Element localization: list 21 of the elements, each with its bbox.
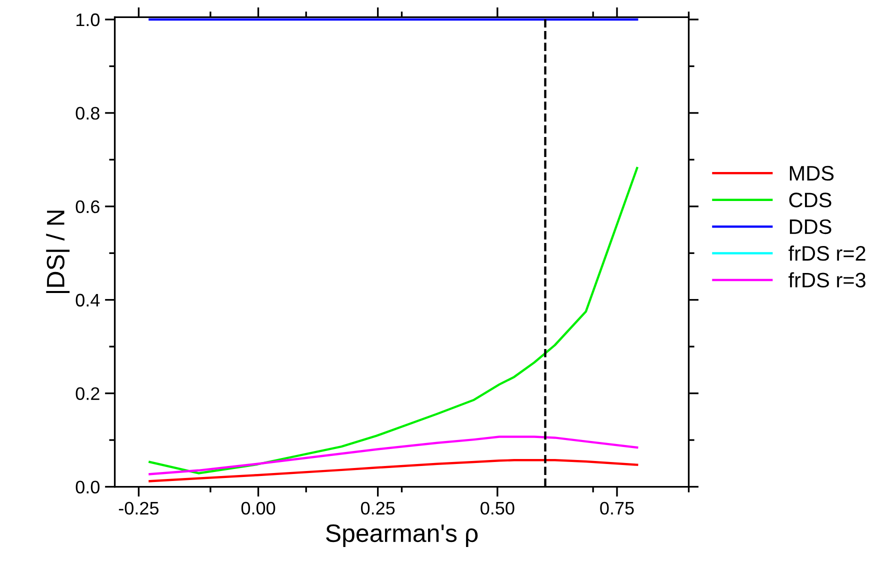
legend-label: frDS r=2 bbox=[788, 246, 866, 261]
y-axis-title: |DS| / N bbox=[46, 210, 70, 294]
line-series bbox=[148, 436, 638, 476]
x-tick-label: 0.00 bbox=[241, 502, 276, 515]
line-series bbox=[148, 459, 638, 482]
y-tick-label: 0.4 bbox=[76, 294, 100, 307]
legend-label: frDS r=3 bbox=[788, 272, 866, 288]
y-tick-label: 0.8 bbox=[76, 106, 100, 120]
x-tick-label: -0.25 bbox=[118, 502, 159, 515]
y-tick-label: 0.6 bbox=[76, 200, 100, 214]
x-tick-label: 0.50 bbox=[480, 502, 514, 515]
y-tick-label: 0.0 bbox=[76, 480, 100, 494]
y-tick-label: 1.0 bbox=[76, 13, 100, 26]
line-series bbox=[148, 166, 638, 474]
y-tick-label: 0.2 bbox=[76, 387, 100, 400]
x-tick-label: 0.75 bbox=[600, 502, 634, 515]
x-tick-label: 0.25 bbox=[360, 502, 395, 515]
x-axis-title: Spearman's ρ bbox=[326, 524, 478, 548]
legend-label: CDS bbox=[789, 192, 832, 208]
legend-label: MDS bbox=[790, 166, 834, 181]
legend-label: DDS bbox=[790, 219, 832, 234]
